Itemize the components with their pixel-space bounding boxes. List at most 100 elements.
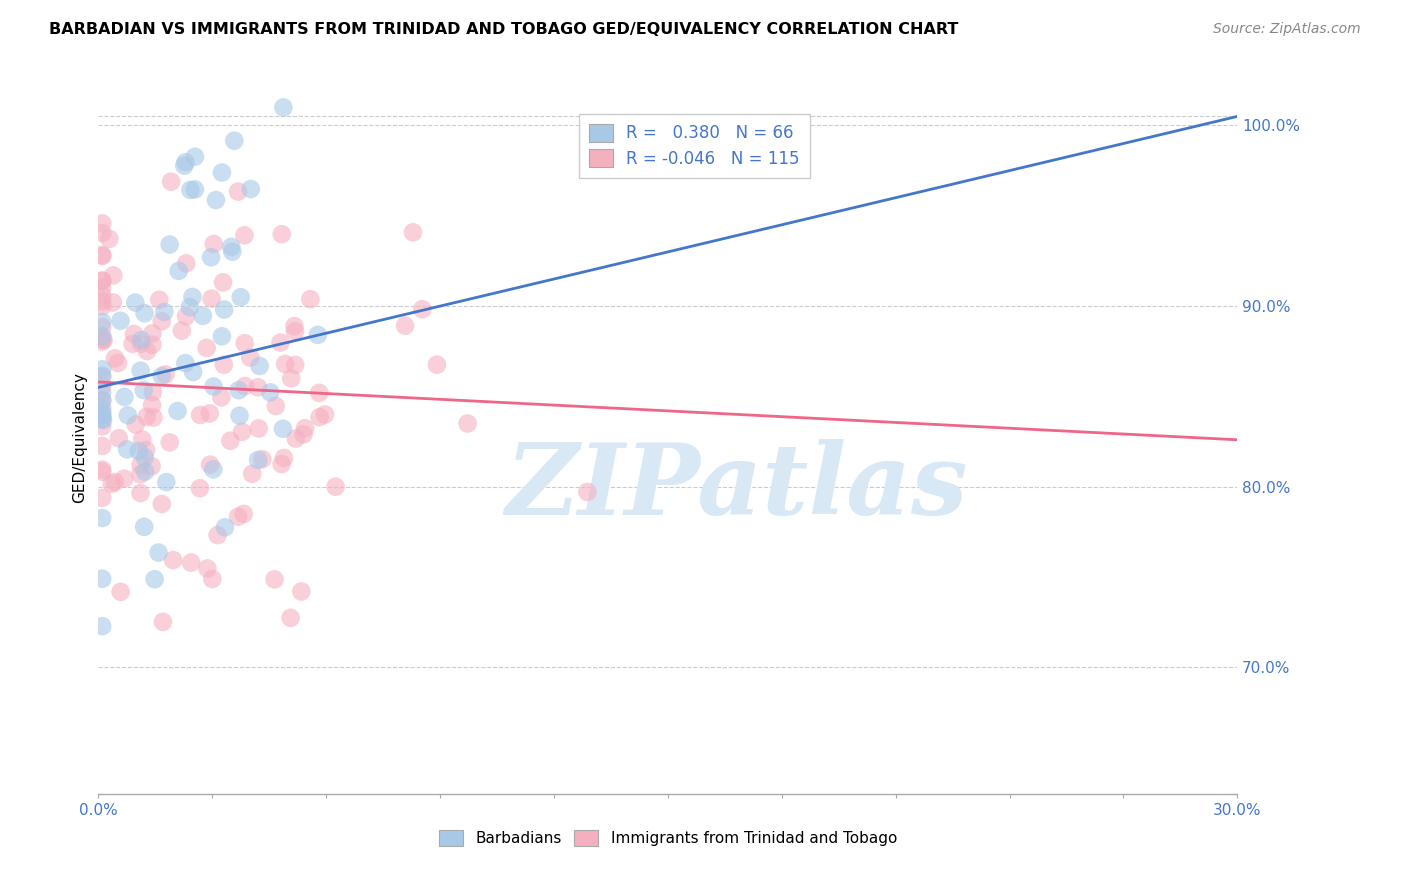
Point [284,432,307,446]
Point [91,288,114,302]
Point [134,450,156,465]
Point [100,476,122,491]
Point [112,390,135,404]
Point [239,182,262,196]
Point [181,290,204,304]
Point [274,357,297,371]
Point [91,439,114,453]
Point [135,409,157,424]
Point [150,497,173,511]
Point [91,619,114,633]
Text: BARBADIAN VS IMMIGRANTS FROM TRINIDAD AND TOBAGO GED/EQUIVALENCY CORRELATION CHA: BARBADIAN VS IMMIGRANTS FROM TRINIDAD AN… [49,22,959,37]
Point [135,443,157,458]
Point [184,150,207,164]
Point [259,385,281,400]
Point [159,237,181,252]
Point [426,358,449,372]
Point [308,385,330,400]
Point [200,292,222,306]
Point [292,427,315,442]
Point [228,383,250,397]
Point [110,584,132,599]
Point [202,462,225,476]
Point [125,417,148,432]
Point [129,364,152,378]
Point [247,453,270,467]
Point [221,244,243,259]
Point [209,390,232,404]
Point [150,314,173,328]
Point [159,435,181,450]
Point [249,359,271,373]
Point [91,274,114,288]
Point [174,155,197,169]
Point [91,320,114,334]
Point [91,362,114,376]
Point [270,335,292,350]
Point [247,421,270,435]
Point [152,615,174,629]
Point [91,248,114,262]
Point [179,300,201,314]
Point [91,410,114,425]
Point [229,290,252,304]
Point [212,358,235,372]
Point [308,410,330,425]
Point [207,528,229,542]
Point [200,250,222,264]
Point [239,351,262,365]
Point [108,431,131,445]
Point [219,434,242,448]
Point [129,486,152,500]
Point [283,319,305,334]
Point [160,175,183,189]
Point [91,419,114,434]
Point [576,485,599,500]
Point [325,480,347,494]
Point [212,276,235,290]
Point [299,292,322,306]
Point [166,404,188,418]
Point [228,409,250,423]
Point [198,458,221,472]
Point [104,351,127,366]
Point [91,511,114,525]
Point [104,475,127,489]
Point [91,315,114,329]
Point [136,344,159,359]
Point [173,159,195,173]
Point [226,185,249,199]
Point [233,336,256,351]
Point [141,459,163,474]
Point [394,318,416,333]
Point [457,417,479,431]
Point [91,249,114,263]
Point [129,467,152,482]
Point [284,324,307,338]
Point [232,507,254,521]
Point [103,268,125,283]
Point [198,406,221,420]
Legend: Barbadians, Immigrants from Trinidad and Tobago: Barbadians, Immigrants from Trinidad and… [432,822,904,854]
Point [214,520,236,534]
Point [91,281,114,295]
Point [141,398,163,412]
Point [226,509,249,524]
Point [107,356,129,370]
Point [202,237,225,252]
Point [91,329,114,343]
Point [270,457,292,471]
Point [280,611,302,625]
Point [91,393,114,408]
Point [290,584,312,599]
Point [294,421,316,435]
Point [148,545,170,559]
Point [188,481,211,495]
Point [314,408,336,422]
Point [91,332,114,346]
Point [174,310,197,324]
Point [91,379,114,393]
Point [273,450,295,465]
Point [202,379,225,393]
Point [184,182,207,196]
